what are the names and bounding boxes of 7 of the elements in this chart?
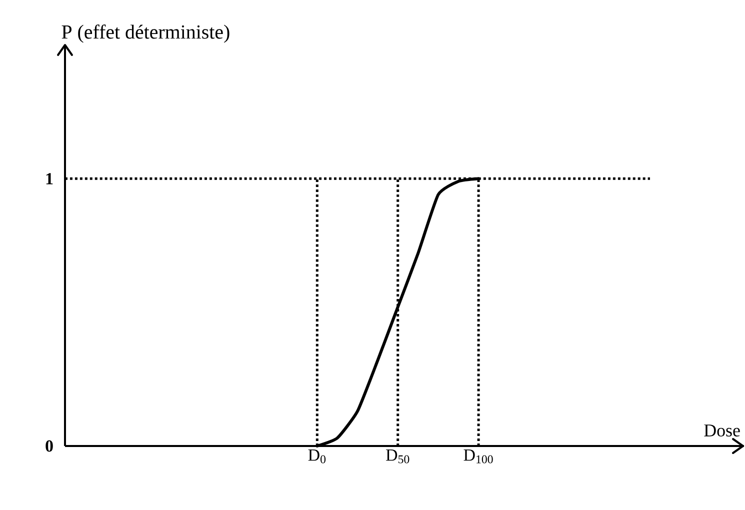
x-tick-label: D$_{0}$ [308, 450, 326, 464]
x-tick-label: D$_{50}$ [386, 450, 410, 464]
text: P (effet déterministe) [62, 24, 230, 43]
x-tick-label: D$_{100}$ [464, 450, 493, 464]
x-axis-title: Dose [704, 424, 740, 436]
y-tick-label: 0 [46, 440, 53, 452]
y-tick-label: 1 [46, 173, 53, 184]
